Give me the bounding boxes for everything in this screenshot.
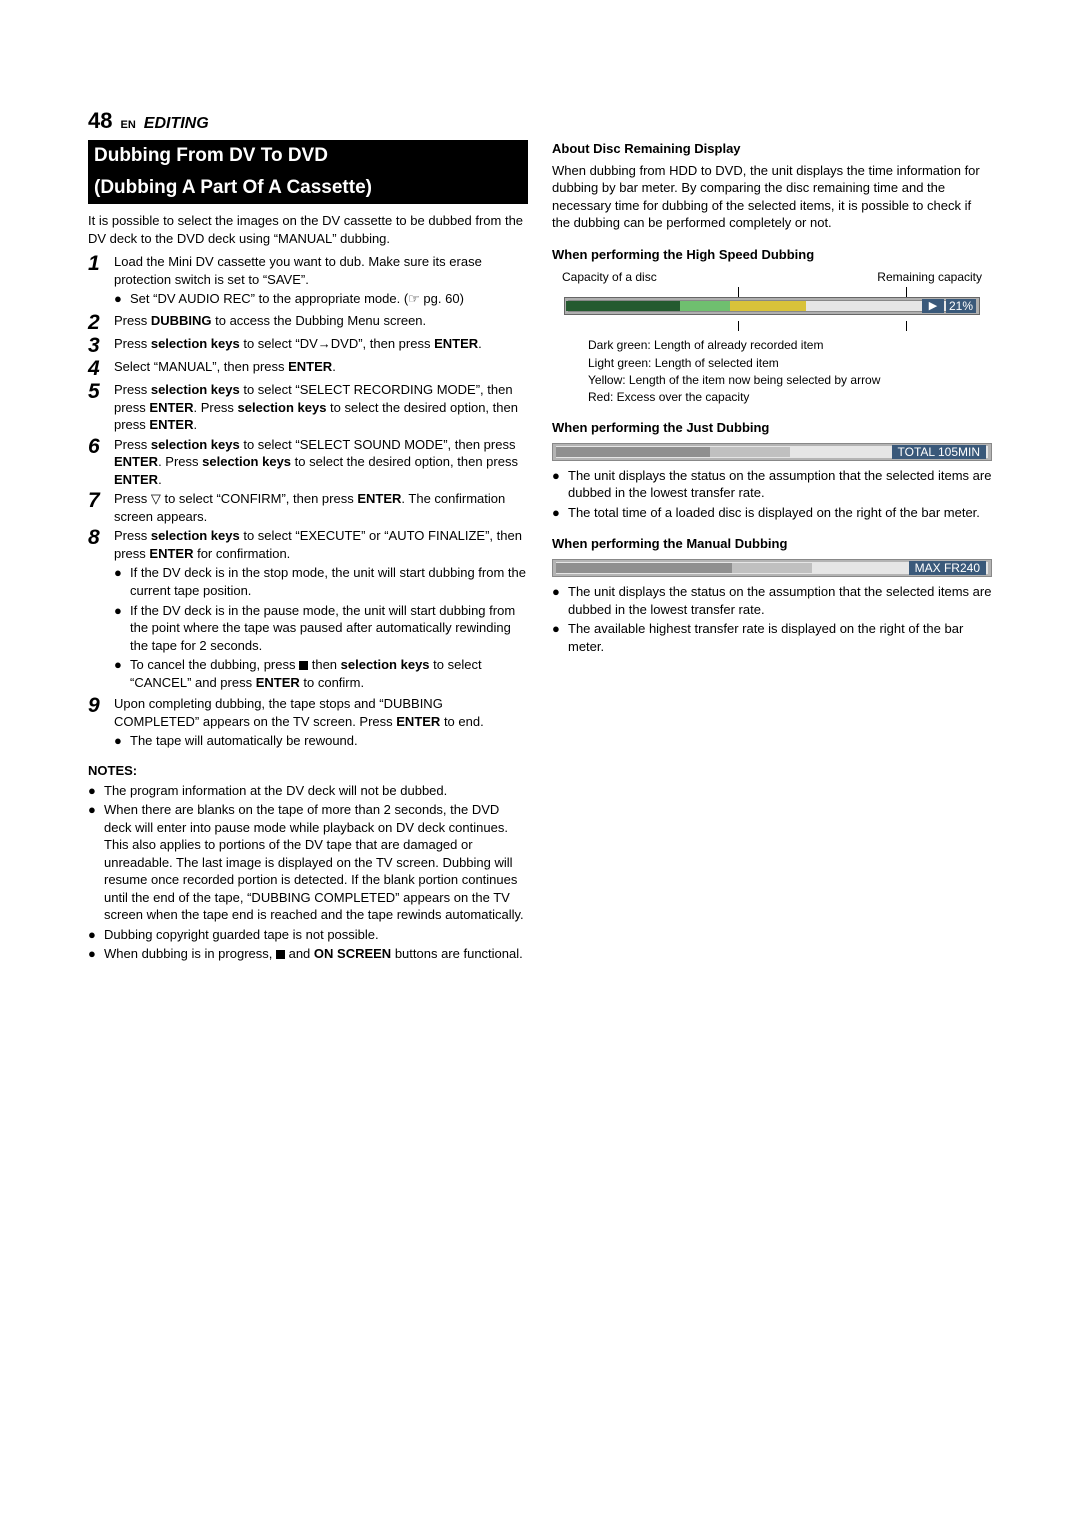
arrow-icon: ▶: [922, 299, 944, 313]
section-title: EDITING: [144, 115, 209, 133]
page-number: 48: [88, 108, 112, 134]
step-4: 4 Select “MANUAL”, then press ENTER.: [88, 358, 528, 379]
page-header: 48 EN EDITING: [88, 108, 992, 134]
about-text: When dubbing from HDD to DVD, the unit d…: [552, 162, 992, 232]
step-8: 8 Press selection keys to select “EXECUT…: [88, 527, 528, 693]
man-label: MAX FR240: [909, 561, 986, 575]
step-num: 6: [88, 436, 106, 489]
article-title-2: (Dubbing A Part Of A Cassette): [88, 172, 528, 204]
notes-heading: NOTES:: [88, 762, 528, 780]
just-bar: TOTAL 105MIN: [552, 443, 992, 461]
right-column: About Disc Remaining Display When dubbin…: [552, 140, 992, 965]
tick-row-bottom: [562, 321, 982, 331]
about-heading: About Disc Remaining Display: [552, 140, 992, 158]
intro-text: It is possible to select the images on t…: [88, 212, 528, 247]
step1-sub: Set “DV AUDIO REC” to the appropriate mo…: [130, 290, 464, 308]
step-7: 7 Press ▽ to select “CONFIRM”, then pres…: [88, 490, 528, 525]
man-heading: When performing the Manual Dubbing: [552, 535, 992, 553]
step-5: 5 Press selection keys to select “SELECT…: [88, 381, 528, 434]
capacity-bar: ▶ 21%: [562, 297, 982, 315]
step-num: 5: [88, 381, 106, 434]
step-num: 3: [88, 335, 106, 356]
stop-icon: [276, 950, 285, 959]
just-label: TOTAL 105MIN: [892, 445, 986, 459]
step-num: 4: [88, 358, 106, 379]
step-9: 9 Upon completing dubbing, the tape stop…: [88, 695, 528, 752]
note-2: When there are blanks on the tape of mor…: [104, 801, 528, 924]
step-1: 1 Load the Mini DV cassette you want to …: [88, 253, 528, 310]
step-num: 1: [88, 253, 106, 310]
step-3: 3 Press selection keys to select “DV→DVD…: [88, 335, 528, 356]
lang: EN: [120, 119, 135, 131]
note-4: When dubbing is in progress, and ON SCRE…: [104, 945, 523, 963]
tick-row: [562, 287, 982, 297]
step-num: 2: [88, 312, 106, 333]
man-bar: MAX FR240: [552, 559, 992, 577]
step1-text: Load the Mini DV cassette you want to du…: [114, 254, 482, 287]
just-heading: When performing the Just Dubbing: [552, 419, 992, 437]
step-2: 2 Press DUBBING to access the Dubbing Me…: [88, 312, 528, 333]
article-title-1: Dubbing From DV To DVD: [88, 140, 528, 172]
remaining-pct: 21%: [946, 299, 976, 313]
legend: Dark green: Length of already recorded i…: [588, 337, 992, 405]
note-3: Dubbing copyright guarded tape is not po…: [104, 926, 379, 944]
step-num: 9: [88, 695, 106, 752]
step-num: 8: [88, 527, 106, 693]
stop-icon: [299, 661, 308, 670]
step-6: 6 Press selection keys to select “SELECT…: [88, 436, 528, 489]
step-num: 7: [88, 490, 106, 525]
hs-heading: When performing the High Speed Dubbing: [552, 246, 992, 264]
capacity-labels: Capacity of a disc Remaining capacity: [562, 269, 982, 285]
note-1: The program information at the DV deck w…: [104, 782, 447, 800]
left-column: Dubbing From DV To DVD (Dubbing A Part O…: [88, 140, 528, 965]
